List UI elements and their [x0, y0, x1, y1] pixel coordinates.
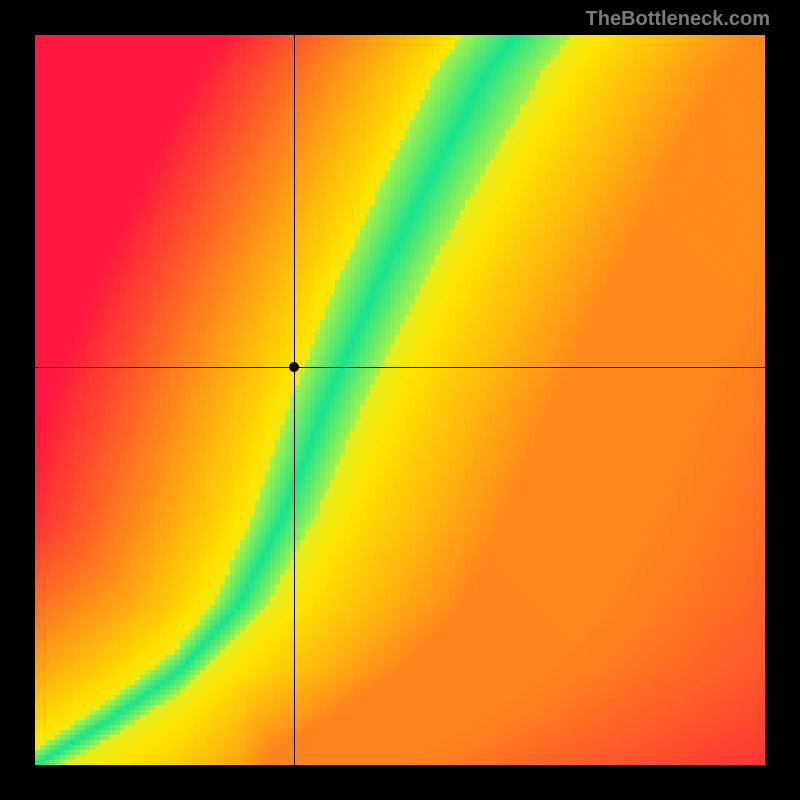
crosshair-horizontal	[35, 367, 765, 368]
heatmap-canvas	[35, 35, 765, 765]
watermark-text: TheBottleneck.com	[586, 8, 770, 31]
crosshair-marker	[289, 362, 299, 372]
heatmap-plot	[35, 35, 765, 765]
crosshair-vertical	[294, 35, 295, 765]
